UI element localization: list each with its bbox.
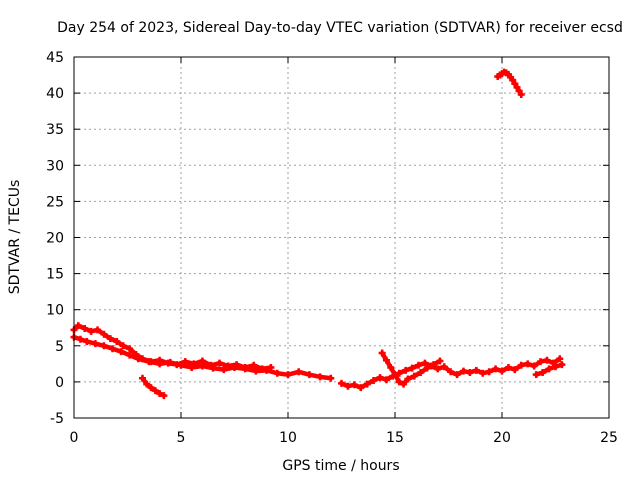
x-tick-label: 20 [493, 430, 511, 446]
satellite-track-2 [70, 322, 275, 373]
y-tick-label: 35 [46, 122, 64, 138]
y-tick-label: 10 [46, 303, 64, 319]
x-axis-label: GPS time / hours [282, 458, 399, 474]
x-tick-label: 5 [177, 430, 186, 446]
x-tick-label: 0 [70, 430, 79, 446]
y-tick-label: 40 [46, 86, 64, 102]
y-tick-label: 15 [46, 267, 64, 283]
y-tick-label: 25 [46, 194, 64, 210]
data-point [160, 392, 168, 400]
y-tick-label: 20 [46, 231, 64, 247]
grid-lines [74, 57, 609, 418]
data-point [436, 357, 444, 365]
data-point [327, 374, 335, 382]
satellite-track-6 [532, 361, 566, 379]
satellite-track-3 [138, 374, 168, 400]
y-tick-label: 30 [46, 158, 64, 174]
data-point [558, 361, 566, 369]
y-tick-label: 45 [46, 50, 64, 66]
chart-title: Day 254 of 2023, Sidereal Day-to-day VTE… [57, 20, 623, 36]
satellite-track-4 [338, 355, 564, 392]
satellite-track-5 [378, 349, 444, 388]
x-tick-label: 15 [386, 430, 404, 446]
y-tick-label: 0 [55, 375, 64, 391]
satellite-track-7 [494, 68, 525, 99]
x-tick-label: 25 [600, 430, 618, 446]
y-tick-label: 5 [55, 339, 64, 355]
data-point [556, 355, 564, 363]
x-tick-label: 10 [279, 430, 297, 446]
data-point [267, 363, 275, 371]
y-axis-label: SDTVAR / TECUs [7, 180, 23, 295]
data-point [517, 91, 525, 99]
y-tick-label: -5 [50, 411, 64, 427]
data-points [70, 68, 566, 400]
axis-ticks: 0 5 10 15 20 25 -5 0 5 10 15 20 25 30 35 40 45 [46, 50, 618, 446]
